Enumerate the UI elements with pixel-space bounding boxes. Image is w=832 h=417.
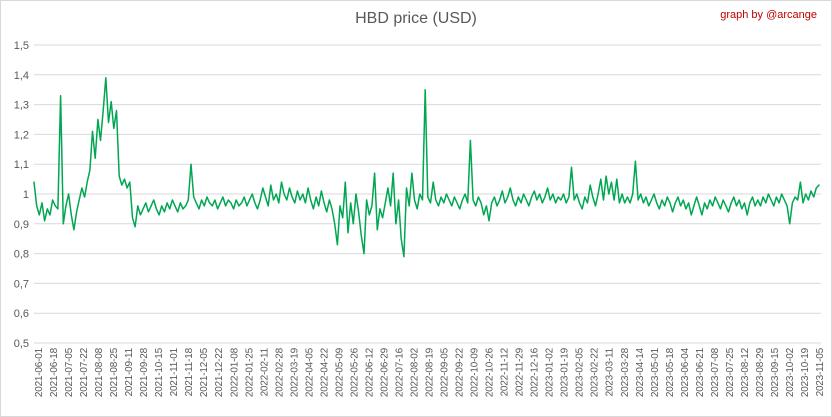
y-tick-label: 1,4 <box>14 70 29 82</box>
x-tick-label: 2021-10-15 <box>154 347 165 397</box>
x-tick-label: 2022-11-12 <box>500 347 511 396</box>
chart-title: HBD price (USD) <box>355 10 477 27</box>
x-tick-label: 2023-10-02 <box>785 347 796 397</box>
x-tick-label: 2021-12-05 <box>199 347 210 397</box>
x-tick-label: 2022-09-22 <box>455 347 466 397</box>
x-tick-label: 2021-07-05 <box>64 347 75 397</box>
x-tick-label: 2022-07-16 <box>394 347 405 397</box>
x-tick-label: 2022-08-19 <box>425 347 436 397</box>
x-tick-label: 2022-01-08 <box>229 347 240 397</box>
credit-watermark: graph by @arcange <box>720 9 817 21</box>
x-tick-label: 2022-10-09 <box>470 347 481 397</box>
y-tick-label: 0,9 <box>14 219 29 231</box>
y-tick-label: 0,8 <box>14 249 29 261</box>
x-tick-label: 2023-05-01 <box>650 347 661 397</box>
x-tick-label: 2021-12-22 <box>214 347 225 397</box>
x-tick-label: 2023-06-21 <box>695 347 706 397</box>
x-tick-label: 2022-03-19 <box>289 347 300 397</box>
x-tick-label: 2022-05-09 <box>334 347 345 397</box>
x-tick-label: 2021-11-01 <box>169 347 180 396</box>
x-tick-label: 2023-08-12 <box>740 347 751 397</box>
x-tick-label: 2023-11-05 <box>815 347 826 396</box>
x-tick-label: 2022-06-29 <box>379 347 390 397</box>
x-tick-label: 2023-04-14 <box>635 347 646 397</box>
gridlines <box>34 44 821 344</box>
x-tick-label: 2021-06-18 <box>49 347 60 397</box>
x-tick-label: 2022-04-05 <box>304 347 315 397</box>
x-tick-label: 2021-09-28 <box>139 347 150 397</box>
x-tick-label: 2021-09-11 <box>124 347 135 396</box>
x-tick-label: 2023-07-08 <box>710 347 721 397</box>
x-tick-label: 2023-02-22 <box>590 347 601 397</box>
x-tick-label: 2021-06-01 <box>34 347 45 397</box>
y-tick-label: 1 <box>23 189 29 201</box>
x-tick-label: 2023-08-29 <box>755 347 766 397</box>
x-tick-label: 2022-01-25 <box>244 347 255 397</box>
y-tick-label: 1,1 <box>14 159 29 171</box>
y-tick-label: 1,5 <box>14 40 29 52</box>
y-axis-labels: 1,5 1,4 1,3 1,2 1,1 1 0,9 0,8 0,7 0,6 0,5 <box>14 40 29 350</box>
x-tick-label: 2022-04-22 <box>319 347 330 397</box>
x-tick-label: 2022-06-12 <box>364 347 375 397</box>
y-tick-label: 1,3 <box>14 100 29 112</box>
y-tick-label: 0,7 <box>14 278 29 290</box>
x-tick-label: 2021-11-18 <box>184 347 195 396</box>
price-line-series <box>33 77 820 258</box>
x-tick-label: 2022-11-29 <box>515 347 526 396</box>
y-tick-label: 1,2 <box>14 129 29 141</box>
x-tick-label: 2023-02-05 <box>575 347 586 397</box>
x-tick-label: 2022-12-16 <box>530 347 541 397</box>
x-tick-label: 2022-08-02 <box>409 347 420 397</box>
y-tick-label: 0,5 <box>14 338 29 350</box>
x-tick-label: 2023-01-02 <box>545 347 556 397</box>
x-axis-labels: 2021-06-01 2021-06-18 2021-07-05 2021-07-22… <box>34 347 826 397</box>
y-tick-label: 0,6 <box>14 308 29 320</box>
x-tick-label: 2022-10-26 <box>485 347 496 397</box>
x-tick-label: 2023-03-28 <box>620 347 631 397</box>
x-tick-label: 2021-08-25 <box>109 347 120 397</box>
x-tick-label: 2022-05-26 <box>349 347 360 397</box>
x-tick-label: 2023-09-15 <box>770 347 781 397</box>
x-tick-label: 2023-07-25 <box>725 347 736 397</box>
x-tick-label: 2023-05-18 <box>665 347 676 397</box>
x-tick-label: 2023-03-11 <box>605 347 616 396</box>
x-tick-label: 2023-10-19 <box>800 347 811 397</box>
x-tick-label: 2022-02-11 <box>259 347 270 396</box>
x-tick-label: 2022-09-05 <box>440 347 451 397</box>
x-tick-label: 2021-07-22 <box>79 347 90 397</box>
x-tick-label: 2021-08-08 <box>94 347 105 397</box>
x-tick-label: 2022-02-28 <box>274 347 285 397</box>
x-tick-label: 2023-06-04 <box>680 347 691 397</box>
x-tick-label: 2023-01-19 <box>560 347 571 397</box>
